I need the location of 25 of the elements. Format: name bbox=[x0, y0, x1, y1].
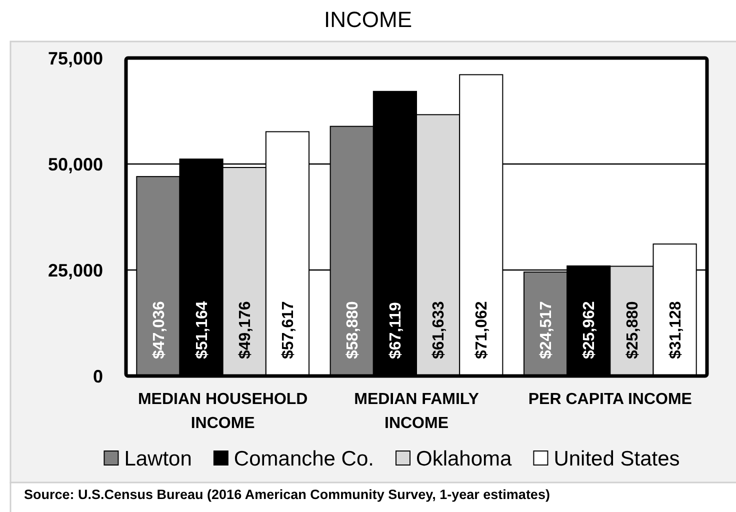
data-label: $57,617 bbox=[280, 301, 298, 359]
x-tick-label: PER CAPITA INCOME bbox=[528, 391, 692, 408]
data-label: $31,128 bbox=[667, 301, 684, 359]
legend-label: Lawton bbox=[124, 447, 192, 470]
data-label: $51,164 bbox=[194, 301, 211, 359]
legend-label: United States bbox=[554, 447, 680, 470]
data-label: $58,880 bbox=[344, 301, 362, 359]
data-label: $25,880 bbox=[624, 301, 642, 359]
y-tick-label: 25,000 bbox=[48, 260, 103, 280]
x-tick-label: MEDIAN HOUSEHOLD INCOME bbox=[138, 391, 308, 432]
data-label: $61,633 bbox=[430, 301, 448, 359]
source-note: Source: U.S.Census Bureau (2016 American Community Survey, 1-year estimates) bbox=[24, 487, 550, 502]
data-label: $71,062 bbox=[474, 301, 491, 359]
data-label: $25,962 bbox=[581, 301, 598, 359]
data-label: $24,517 bbox=[538, 301, 556, 359]
legend-label: Comanche Co. bbox=[234, 447, 374, 470]
chart-title: INCOME bbox=[324, 7, 412, 32]
data-label: $49,176 bbox=[236, 301, 254, 359]
legend-label: Oklahoma bbox=[416, 447, 512, 470]
y-tick-label: 0 bbox=[92, 366, 103, 386]
y-tick-label: 75,000 bbox=[48, 48, 103, 68]
data-label: $67,119 bbox=[388, 302, 405, 359]
y-tick-label: 50,000 bbox=[48, 154, 103, 174]
data-label: $47,036 bbox=[150, 301, 168, 359]
x-tick-label: MEDIAN FAMILY INCOME bbox=[354, 391, 480, 432]
